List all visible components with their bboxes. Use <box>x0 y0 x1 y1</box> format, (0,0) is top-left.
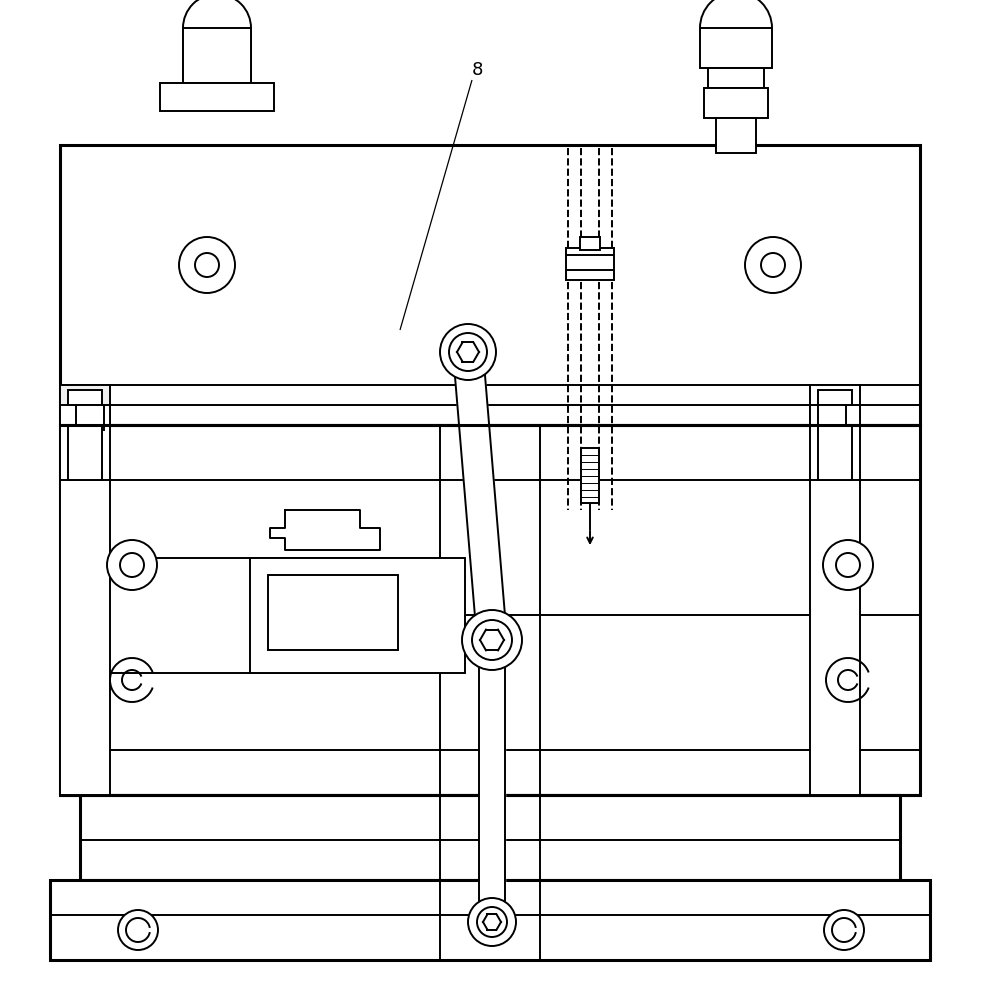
Bar <box>250 558 465 673</box>
Bar <box>50 880 930 960</box>
Bar <box>60 385 110 427</box>
Circle shape <box>468 898 516 946</box>
Bar <box>268 575 398 650</box>
Polygon shape <box>479 640 505 922</box>
Circle shape <box>462 610 522 670</box>
Text: 8: 8 <box>471 61 483 79</box>
Circle shape <box>118 910 158 950</box>
Bar <box>68 425 102 480</box>
Circle shape <box>761 253 785 277</box>
Bar <box>60 405 110 427</box>
Bar <box>700 28 772 68</box>
Bar <box>810 425 860 485</box>
Circle shape <box>472 620 512 660</box>
Bar <box>708 68 764 88</box>
Circle shape <box>440 324 496 380</box>
Bar <box>566 248 614 280</box>
Circle shape <box>836 553 860 577</box>
Bar <box>716 118 756 153</box>
Circle shape <box>195 253 219 277</box>
Bar <box>160 83 274 111</box>
Bar <box>818 405 846 430</box>
Bar <box>810 405 860 427</box>
Circle shape <box>120 553 144 577</box>
Bar <box>810 385 860 427</box>
Bar <box>60 425 110 485</box>
Bar <box>581 448 599 503</box>
Bar <box>68 390 102 405</box>
Bar <box>76 405 104 430</box>
Circle shape <box>824 910 864 950</box>
Circle shape <box>745 237 801 293</box>
Bar <box>818 390 852 405</box>
Bar <box>810 480 860 795</box>
Circle shape <box>179 237 235 293</box>
Bar <box>580 237 600 250</box>
Polygon shape <box>270 510 380 550</box>
Bar <box>80 795 900 880</box>
Circle shape <box>449 333 487 371</box>
Bar <box>60 480 110 795</box>
Bar <box>183 28 251 83</box>
Circle shape <box>477 907 507 937</box>
Bar <box>60 425 920 795</box>
Bar <box>60 145 920 425</box>
Bar <box>704 88 768 118</box>
Circle shape <box>107 540 157 590</box>
Bar <box>818 425 852 480</box>
Polygon shape <box>453 351 507 641</box>
Circle shape <box>823 540 873 590</box>
